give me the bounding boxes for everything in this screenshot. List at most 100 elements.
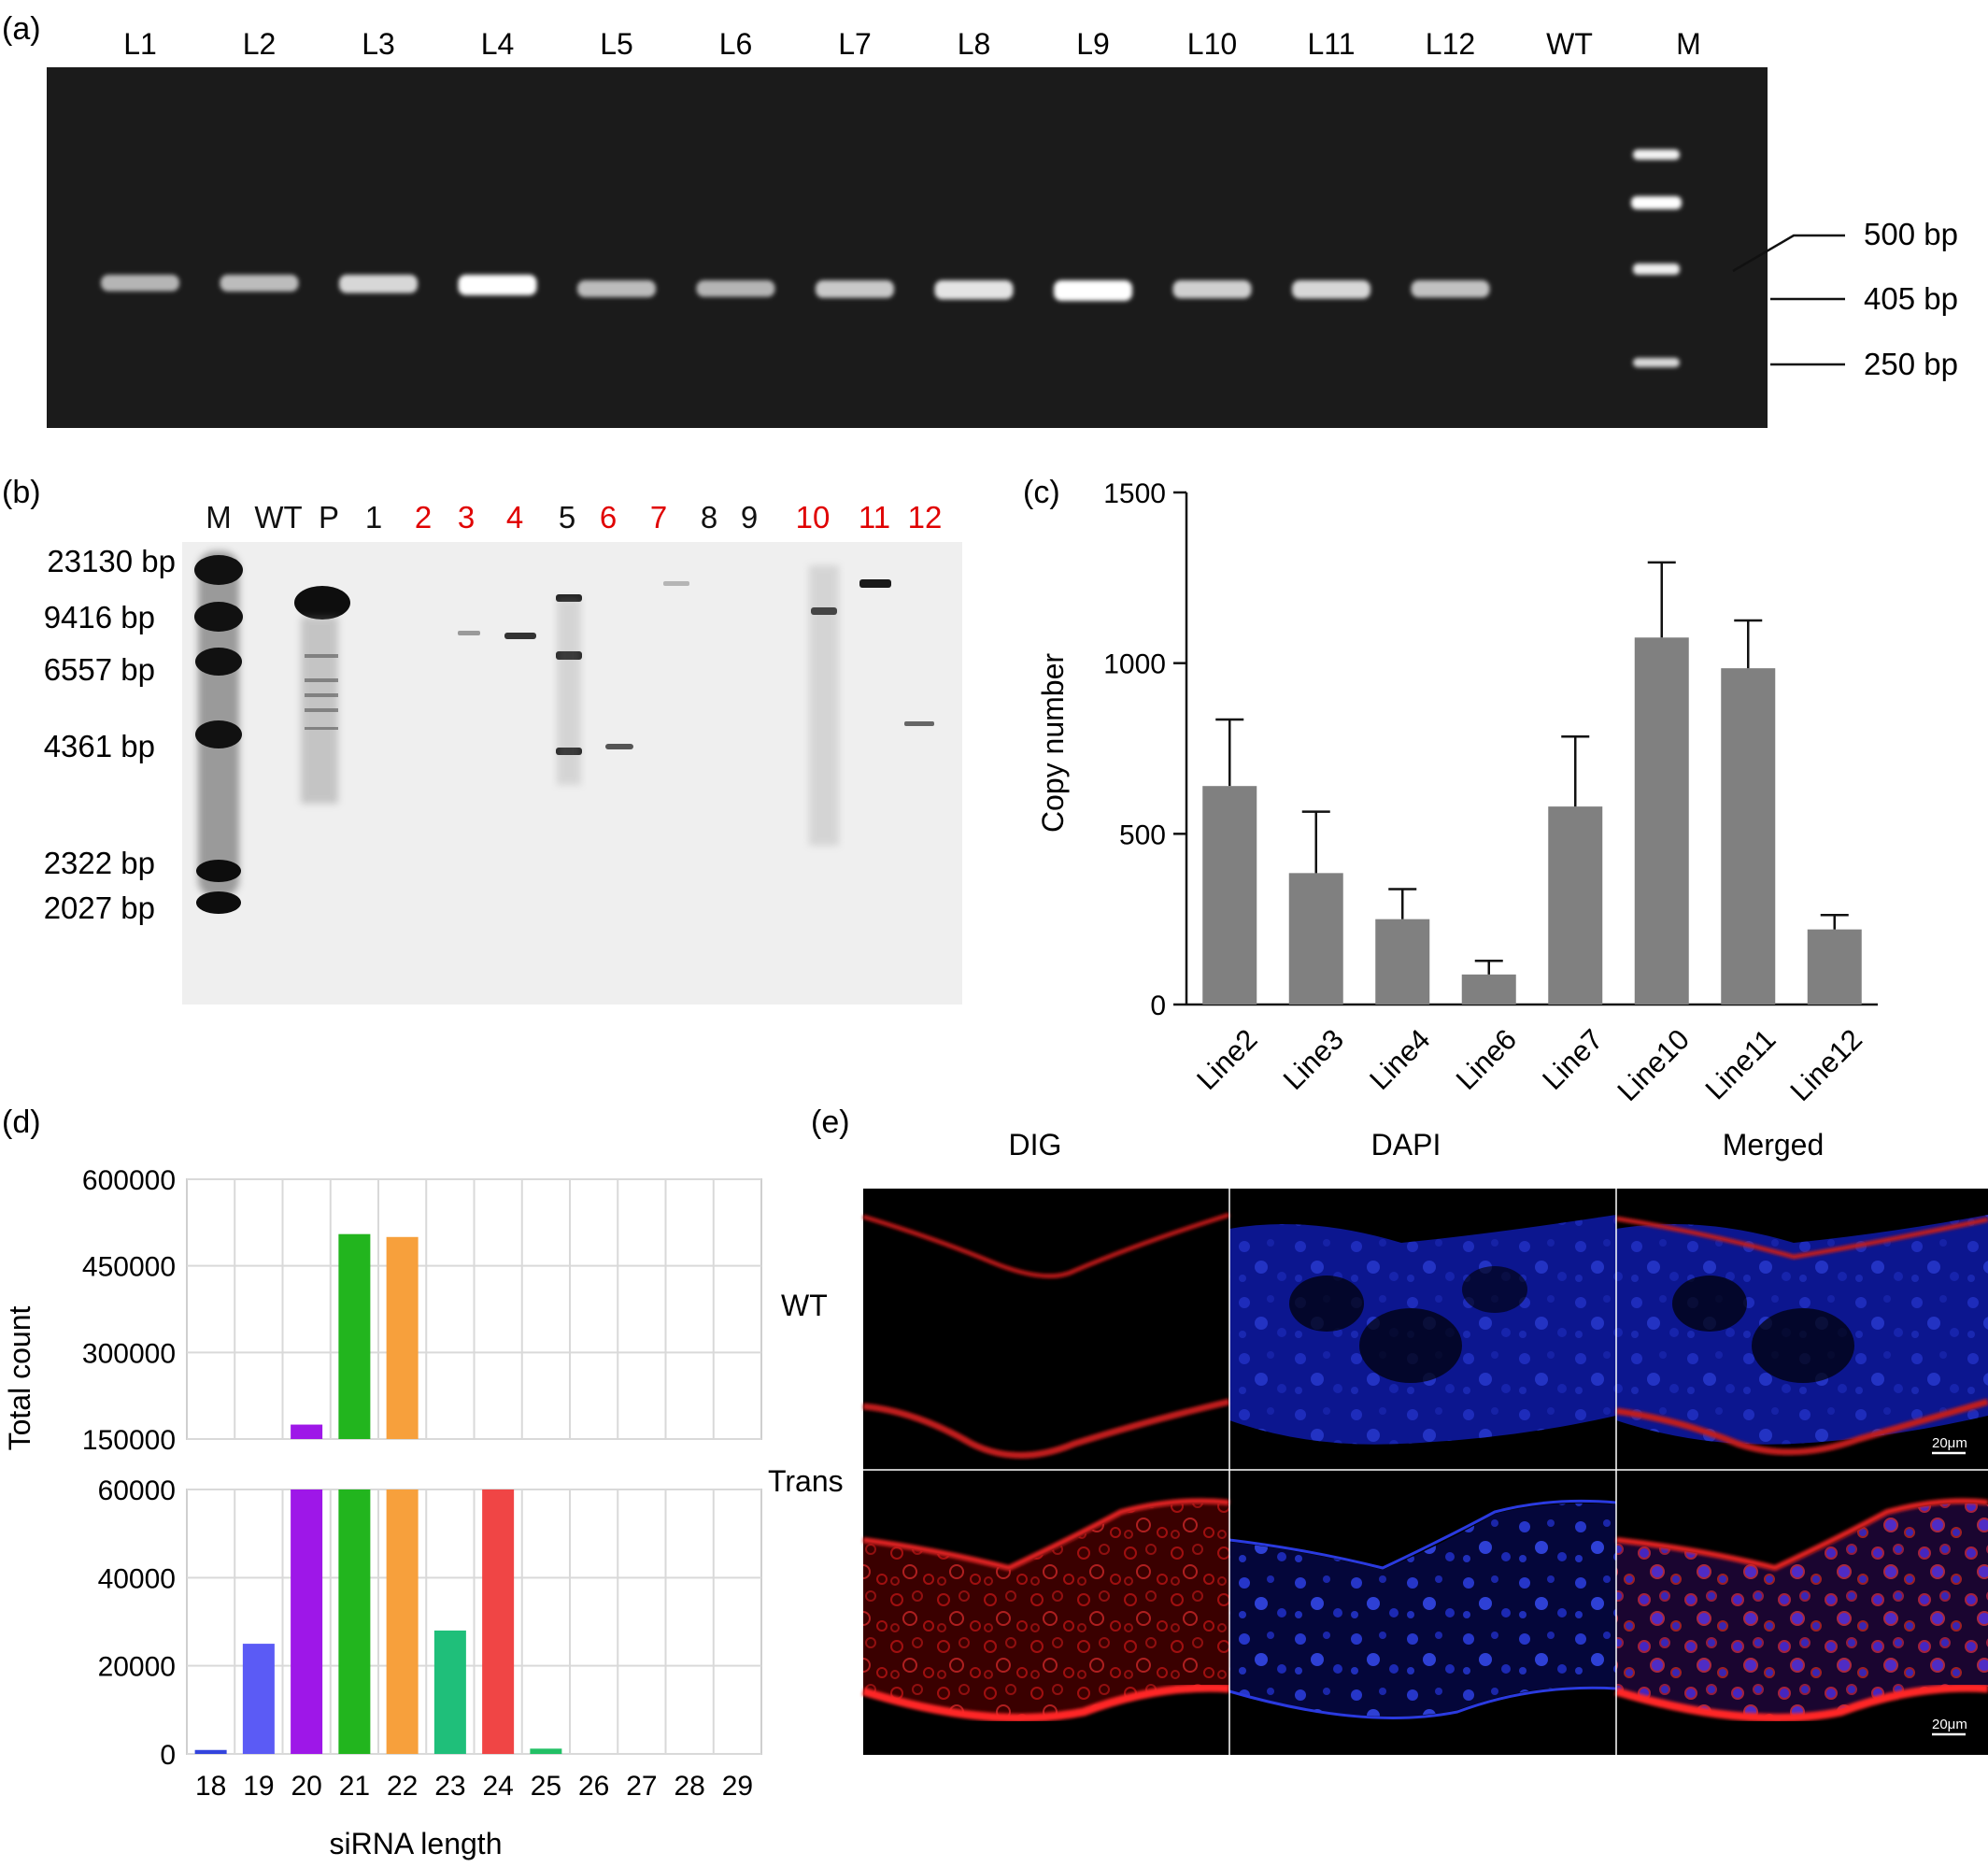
c-bar-line6 xyxy=(1461,974,1516,1005)
gel-b-marker-ladder xyxy=(194,551,243,914)
band-lane-4 xyxy=(504,633,536,639)
d-x-tick-label: 26 xyxy=(578,1771,609,1802)
gel-b-lane-label: 5 xyxy=(559,500,575,534)
gel-b-lane-label: 3 xyxy=(458,500,475,534)
c-y-tick-label: 0 xyxy=(1150,991,1166,1021)
d-lower-y-tick-label: 60000 xyxy=(98,1475,176,1506)
lane-5-smear xyxy=(557,598,581,785)
band-lane-6 xyxy=(605,744,633,749)
positive-band xyxy=(294,586,350,620)
gel-a-band xyxy=(1172,280,1252,299)
d-lower-y-tick-label: 40000 xyxy=(98,1563,176,1594)
micrograph-trans-dapi xyxy=(1228,1499,1617,1719)
c-x-tick-label: Line2 xyxy=(1190,1023,1263,1096)
e-column-dapi: DAPI xyxy=(1371,1128,1441,1162)
ladder-band xyxy=(194,602,243,632)
d-bar-18 xyxy=(194,1749,227,1754)
panel-e-label: (e) xyxy=(811,1105,850,1140)
d-bar-20 xyxy=(291,1489,323,1754)
c-bar-line12 xyxy=(1807,929,1862,1005)
gel-b-lane-label: 9 xyxy=(741,500,758,534)
micrograph-trans-merged xyxy=(1614,1498,1988,1722)
c-bar-line3 xyxy=(1288,873,1343,1005)
scale-bar-trans: 20μm xyxy=(1932,1717,1967,1736)
gel-a-band xyxy=(1054,280,1132,301)
size-label-2322: 2322 bp xyxy=(44,846,155,880)
size-label-9416: 9416 bp xyxy=(44,600,155,634)
size-label-2027: 2027 bp xyxy=(44,891,155,925)
micrograph-wt-dapi xyxy=(1229,1215,1616,1445)
gel-a-band xyxy=(696,280,775,297)
gel-b-lane-label: 2 xyxy=(415,500,432,534)
panel-d-label: (d) xyxy=(2,1105,41,1140)
smear-band xyxy=(305,693,338,697)
gel-b-lane-label: M xyxy=(206,500,232,534)
micrograph-grid-lines xyxy=(863,1189,1988,1755)
d-x-axis-title: siRNA length xyxy=(330,1827,503,1860)
ladder-band xyxy=(195,648,242,676)
marker-label-250: 250 bp xyxy=(1864,347,1958,381)
smear-band xyxy=(305,708,338,712)
d-bar-22-upper xyxy=(386,1236,419,1439)
gel-a-lane-label: M xyxy=(1676,27,1701,61)
panel-c-label: (c) xyxy=(1023,475,1060,510)
d-x-tick-label: 29 xyxy=(722,1771,753,1802)
gel-b-lane-label: P xyxy=(319,500,339,534)
gel-a-marker-ladder xyxy=(1631,150,1682,367)
gel-b-lane-label: 7 xyxy=(650,500,667,534)
c-x-tick-label: Line6 xyxy=(1450,1023,1523,1096)
c-bar-line2 xyxy=(1202,786,1257,1005)
gel-b-lane-label: 6 xyxy=(600,500,617,534)
d-x-tick-label: 28 xyxy=(674,1771,704,1802)
ladder-band xyxy=(194,555,243,585)
c-x-tick-label: Line4 xyxy=(1363,1023,1436,1096)
d-y-axis-title: Total count xyxy=(3,1306,36,1451)
band-lane-12 xyxy=(904,721,934,726)
gel-b-lane-label: 11 xyxy=(859,500,890,534)
e-column-dig: DIG xyxy=(1009,1128,1062,1162)
panel-e: (e) DIG DAPI Merged WT Trans xyxy=(768,1105,1988,1755)
gel-a-marker-pointers xyxy=(1732,234,1845,366)
gel-a-band xyxy=(934,280,1014,300)
gel-b-lane-label: 1 xyxy=(365,500,382,534)
d-x-tick-label: 23 xyxy=(434,1771,465,1802)
scale-bar-wt-label: 20μm xyxy=(1932,1435,1967,1451)
gel-a-lane-label: L8 xyxy=(958,27,991,61)
d-x-tick-label: 25 xyxy=(531,1771,561,1802)
d-bar-19 xyxy=(242,1644,275,1754)
ladder-band xyxy=(1633,150,1680,160)
ladder-band xyxy=(1631,196,1682,209)
gel-a-band xyxy=(577,280,656,297)
c-y-tick-label: 500 xyxy=(1119,819,1166,850)
pointer-500 xyxy=(1732,234,1845,273)
gel-b-lane-label: 12 xyxy=(908,500,943,534)
c-x-tick-label: Line7 xyxy=(1536,1023,1609,1096)
size-label-6557: 6557 bp xyxy=(44,652,155,687)
marker-label-405: 405 bp xyxy=(1864,281,1958,316)
gel-a-lane-label: L7 xyxy=(838,27,872,61)
panel-a-label: (a) xyxy=(2,11,41,47)
c-x-tick-label: Line11 xyxy=(1699,1023,1782,1106)
gel-a-band xyxy=(220,275,299,292)
c-y-axis-title: Copy number xyxy=(1036,653,1070,833)
ladder-band xyxy=(1633,264,1680,275)
micrograph-wt-merged xyxy=(1615,1215,1988,1456)
d-lower-y-tick-label: 0 xyxy=(160,1740,176,1771)
gel-a-lane-label: L12 xyxy=(1426,27,1475,61)
gel-a-lane-label: L9 xyxy=(1076,27,1110,61)
panel-b: (b) M WT P 1 2 3 4 5 6 7 8 9 10 11 12 xyxy=(2,475,962,1005)
gel-a-band xyxy=(101,275,179,292)
c-bar-line10 xyxy=(1634,637,1689,1005)
band-lane-11 xyxy=(859,579,891,588)
d-x-tick-label: 21 xyxy=(339,1771,370,1802)
smear-band xyxy=(305,678,338,682)
c-bar-line11 xyxy=(1721,668,1776,1005)
d-bar-21 xyxy=(338,1489,371,1754)
gel-a-lane-label: L10 xyxy=(1187,27,1237,61)
e-column-merged: Merged xyxy=(1723,1128,1825,1162)
d-upper-y-tick-label: 450000 xyxy=(82,1252,176,1283)
scale-bar-trans-label: 20μm xyxy=(1932,1717,1967,1732)
c-y-tick-label: 1000 xyxy=(1103,649,1166,680)
d-x-tick-label: 18 xyxy=(195,1771,226,1802)
